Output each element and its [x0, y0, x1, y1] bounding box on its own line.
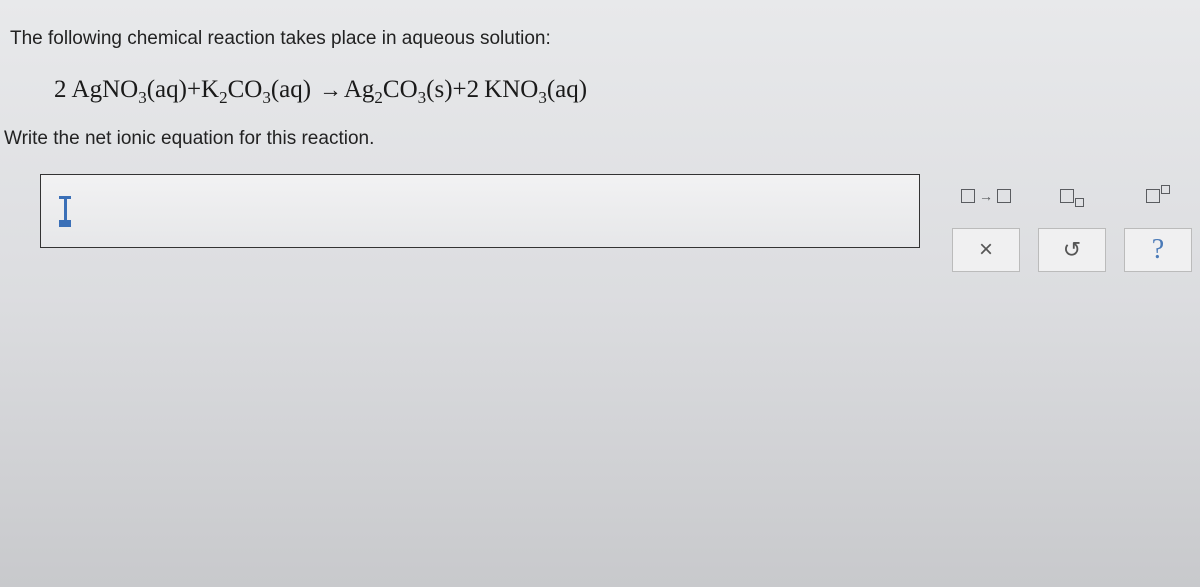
placeholder-icon [961, 189, 975, 203]
question-intro: The following chemical reaction takes pl… [0, 20, 1200, 68]
template-row: → [946, 174, 1192, 218]
placeholder-small-icon [1075, 198, 1084, 207]
placeholder-icon [1146, 189, 1160, 203]
help-button[interactable]: ? [1124, 228, 1192, 272]
reaction-arrow-template-button[interactable]: → [952, 174, 1020, 218]
placeholder-small-icon [1161, 185, 1170, 194]
equation-input[interactable] [40, 174, 920, 248]
undo-button[interactable]: ↺ [1038, 228, 1106, 272]
placeholder-icon [997, 189, 1011, 203]
action-row: × ↺ ? [946, 228, 1192, 272]
clear-button[interactable]: × [952, 228, 1020, 272]
chemical-equation: 2 AgNO3(aq)+K2CO3(aq) →Ag2CO3(s)+2 KNO3(… [0, 68, 1200, 122]
equation-toolbox: → × ↺ [946, 174, 1192, 272]
undo-icon: ↺ [1063, 237, 1081, 263]
subscript-template-button[interactable] [1038, 174, 1106, 218]
superscript-template-button[interactable] [1124, 174, 1192, 218]
placeholder-icon [1060, 189, 1074, 203]
help-icon: ? [1152, 234, 1164, 266]
answer-area: → × ↺ [0, 174, 1200, 272]
input-cursor-icon [59, 196, 73, 226]
arrow-icon: → [979, 188, 993, 204]
close-icon: × [979, 236, 993, 264]
question-instruction: Write the net ionic equation for this re… [0, 122, 1200, 174]
